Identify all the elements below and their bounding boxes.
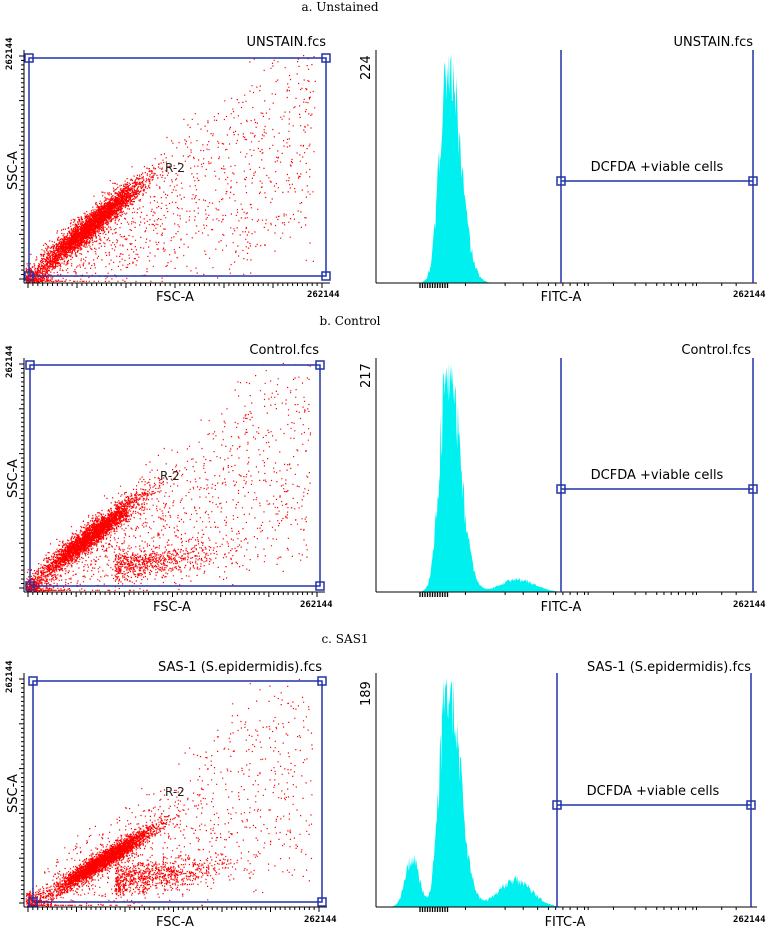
x-max-label: 262144: [300, 600, 333, 610]
x-max-label: 262144: [304, 915, 337, 925]
gate-corner-handle[interactable]: [321, 53, 331, 63]
y-max-label: 262144: [5, 37, 15, 70]
gate-label: DCFDA +viable cells: [587, 784, 720, 799]
file-name: UNSTAIN.fcs: [673, 35, 753, 50]
gate-corner-handle[interactable]: [315, 581, 325, 591]
y-axis-label: SSC-A: [6, 151, 21, 190]
histogram-area: [388, 677, 659, 907]
histogram-panel-unstained: DCFDA +viable cells UNSTAIN.fcs 224 FITC…: [359, 35, 766, 305]
x-ticks: [419, 907, 737, 912]
file-name: UNSTAIN.fcs: [246, 35, 326, 50]
histogram-panel-control: DCFDA +viable cells Control.fcs 217 FITC…: [359, 343, 766, 615]
region-label: R-2: [165, 161, 185, 175]
gate-handles: [28, 676, 327, 907]
scatter-panel-sas1: SAS-1 (S.epidermidis).fcs R-2 FSC-A SSC-…: [5, 660, 337, 930]
gate-corner-handle[interactable]: [25, 360, 35, 370]
histogram-panel-sas1: DCFDA +viable cells SAS-1 (S.epidermidis…: [359, 660, 766, 930]
gate-handles: [25, 360, 325, 591]
region-label: R-2: [160, 469, 180, 483]
x-ticks: [27, 592, 318, 597]
scatter-point-cloud: [25, 678, 313, 907]
gate-handle-right[interactable]: [748, 176, 758, 186]
histogram-area: [388, 362, 659, 592]
gate-handles: [24, 53, 331, 281]
x-axis-label: FITC-A: [545, 915, 586, 930]
gate-rectangle[interactable]: [28, 57, 327, 277]
gate-corner-handle[interactable]: [28, 897, 38, 907]
x-ticks: [27, 283, 323, 288]
gate-corner-handle[interactable]: [24, 53, 34, 63]
y-max-label: 224: [359, 55, 374, 80]
x-axis-label: FITC-A: [541, 600, 582, 615]
histogram-area: [388, 54, 659, 284]
file-name: Control.fcs: [249, 343, 319, 358]
file-name: SAS-1 (S.epidermidis).fcs: [158, 660, 322, 675]
x-axis-label: FITC-A: [541, 290, 582, 305]
gate-corner-handle[interactable]: [321, 271, 331, 281]
x-axis-label: FSC-A: [153, 600, 191, 615]
file-name: Control.fcs: [681, 343, 751, 358]
y-max-label: 262144: [5, 345, 15, 378]
x-ticks: [419, 283, 737, 288]
y-max-label: 217: [359, 363, 374, 388]
gate-corner-handle[interactable]: [24, 271, 34, 281]
gate-rectangle[interactable]: [32, 680, 323, 903]
x-ticks: [27, 907, 320, 912]
y-max-label: 262144: [5, 660, 15, 693]
gate-corner-handle[interactable]: [25, 581, 35, 591]
scatter-points: [25, 55, 316, 283]
section-title-a: a. Unstained: [301, 0, 378, 14]
scatter-point-cloud: [25, 55, 316, 283]
gate-handle-left[interactable]: [556, 176, 566, 186]
gate-corner-handle[interactable]: [28, 676, 38, 686]
y-ticks: [19, 363, 24, 589]
file-name: SAS-1 (S.epidermidis).fcs: [587, 660, 751, 675]
x-max-label: 262144: [733, 600, 766, 610]
scatter-points: [25, 678, 313, 907]
x-ticks: [419, 592, 737, 597]
x-axis-label: FSC-A: [156, 290, 194, 305]
gate-label: DCFDA +viable cells: [591, 468, 724, 483]
x-max-label: 262144: [307, 290, 340, 300]
region-label: R-2: [165, 785, 185, 799]
gate-corner-handle[interactable]: [315, 360, 325, 370]
gate-handle-left[interactable]: [552, 800, 562, 810]
x-axis-label: FSC-A: [156, 915, 194, 930]
scatter-point-cloud: [25, 362, 312, 592]
y-ticks: [19, 55, 24, 280]
scatter-panel-unstained: UNSTAIN.fcs R-2 FSC-A SSC-A 262144 26214…: [5, 35, 340, 305]
scatter-points: [25, 362, 312, 592]
y-axis-label: SSC-A: [6, 774, 21, 813]
y-max-label: 189: [359, 681, 374, 706]
gate-handle-right[interactable]: [748, 484, 758, 494]
gate-corner-handle[interactable]: [317, 897, 327, 907]
x-max-label: 262144: [733, 290, 766, 300]
gate-rectangle[interactable]: [29, 364, 321, 587]
scatter-panel-control: Control.fcs R-2 FSC-A SSC-A 262144 26214…: [5, 343, 333, 615]
y-ticks: [19, 678, 24, 904]
section-title-c: c. SAS1: [321, 632, 368, 646]
gate-handle-left[interactable]: [556, 484, 566, 494]
y-axis-label: SSC-A: [6, 459, 21, 498]
section-title-b: b. Control: [319, 314, 380, 328]
gate-handle-right[interactable]: [746, 800, 756, 810]
gate-label: DCFDA +viable cells: [591, 160, 724, 175]
gate-corner-handle[interactable]: [317, 676, 327, 686]
x-max-label: 262144: [733, 915, 766, 925]
